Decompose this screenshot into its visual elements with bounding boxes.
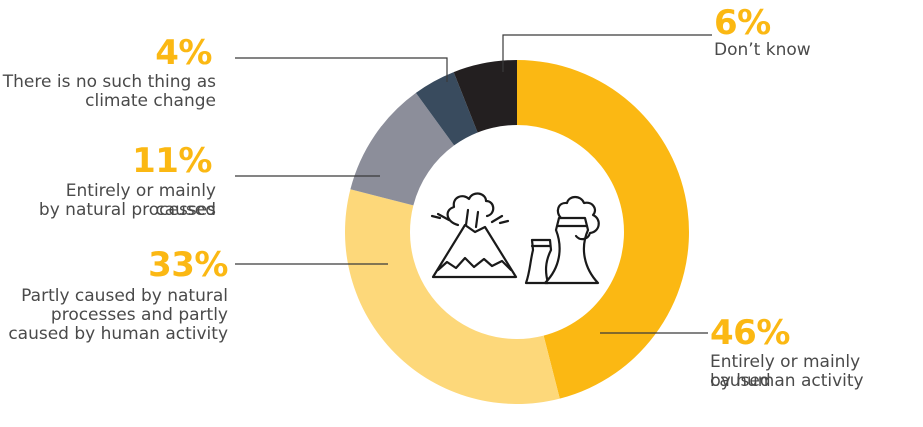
leader-lines [235,34,712,334]
human-activity-label-line1: Entirely or mainly caused [710,352,861,391]
slice-partly-caused [345,189,560,405]
human-activity-label-line2: by human activity [710,371,864,391]
partly-caused-label-line3: caused by human activity [8,324,228,344]
donut-slices [345,60,690,405]
center-icons [430,192,600,285]
no-climate-change-label-line1: There is no such thing as [2,72,216,92]
natural-processes-label-line1: Entirely or mainly caused [65,181,216,220]
leader-dont-know [502,34,712,72]
dont-know-value: 6% [714,3,771,43]
no-climate-change-value: 4% [155,33,212,73]
partly-caused-label-line1: Partly caused by natural [21,286,228,306]
leader-no-climate-change [235,57,448,82]
power-plant-icon [524,195,600,285]
dont-know-label: Don’t know [714,40,811,60]
volcano-icon [430,192,518,279]
partly-caused-label-line2: processes and partly [50,305,228,325]
natural-processes-label-line2: by natural processes [38,200,216,220]
natural-processes-value: 11% [132,141,212,181]
partly-caused-value: 33% [148,245,228,285]
slice-human-activity [517,60,690,399]
slice-no-climate-change [415,72,478,146]
slice-natural-processes [350,92,455,206]
slice-dont-know [453,60,517,133]
no-climate-change-label-line2: climate change [85,91,216,111]
human-activity-value: 46% [710,313,790,353]
